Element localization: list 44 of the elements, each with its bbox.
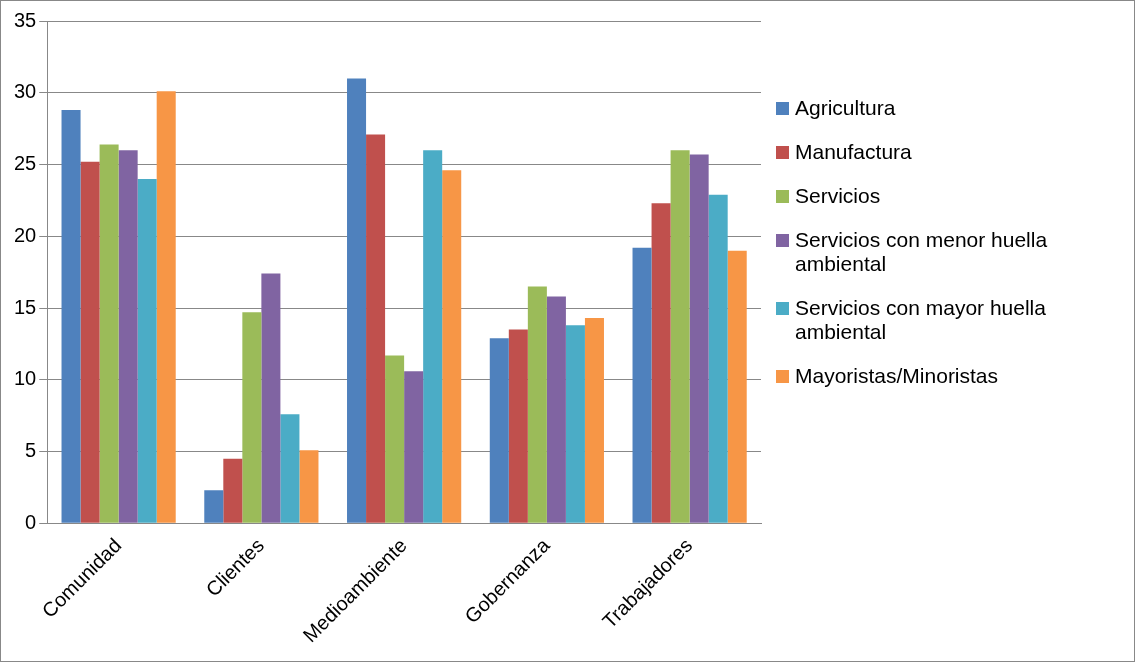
bar (727, 250, 747, 523)
bar (651, 203, 671, 523)
bar (347, 78, 367, 523)
bar (708, 194, 728, 523)
bar (565, 325, 585, 523)
bar (366, 134, 386, 523)
legend-label: Servicios con mayor huella ambiental (795, 296, 1047, 344)
bar (385, 355, 405, 523)
y-tick-label: 25 (14, 152, 37, 175)
bar (118, 150, 138, 523)
y-tick-label: 20 (14, 223, 37, 246)
bar (156, 91, 176, 523)
bar (204, 490, 224, 523)
bar (99, 144, 119, 523)
y-tick-label: 15 (14, 295, 37, 318)
bar (527, 286, 547, 523)
legend-label: Manufactura (795, 140, 912, 164)
bar (261, 273, 281, 523)
bar (423, 150, 443, 523)
bar (299, 450, 319, 523)
bar (546, 296, 566, 523)
bar (280, 414, 300, 523)
bar (223, 458, 243, 523)
legend-label: Mayoristas/Minoristas (795, 364, 999, 388)
bar (689, 154, 709, 523)
bar (584, 318, 604, 523)
bar (242, 312, 262, 523)
y-tick-label: 30 (14, 80, 37, 103)
y-tick-label: 5 (25, 439, 37, 462)
bar (670, 150, 690, 523)
bar (508, 329, 528, 523)
legend-label: Agricultura (795, 96, 896, 120)
y-tick-label: 0 (25, 510, 37, 533)
y-tick-label: 10 (14, 367, 37, 390)
bar (632, 247, 652, 523)
legend-label: Servicios con menor huella ambiental (795, 228, 1049, 276)
legend-label: Servicios (795, 184, 881, 208)
bar (80, 161, 100, 523)
bar (137, 178, 157, 523)
bar (404, 371, 424, 523)
bar (442, 170, 462, 523)
y-tick-label: 35 (14, 8, 37, 31)
bar (61, 109, 81, 523)
bar (489, 338, 509, 523)
